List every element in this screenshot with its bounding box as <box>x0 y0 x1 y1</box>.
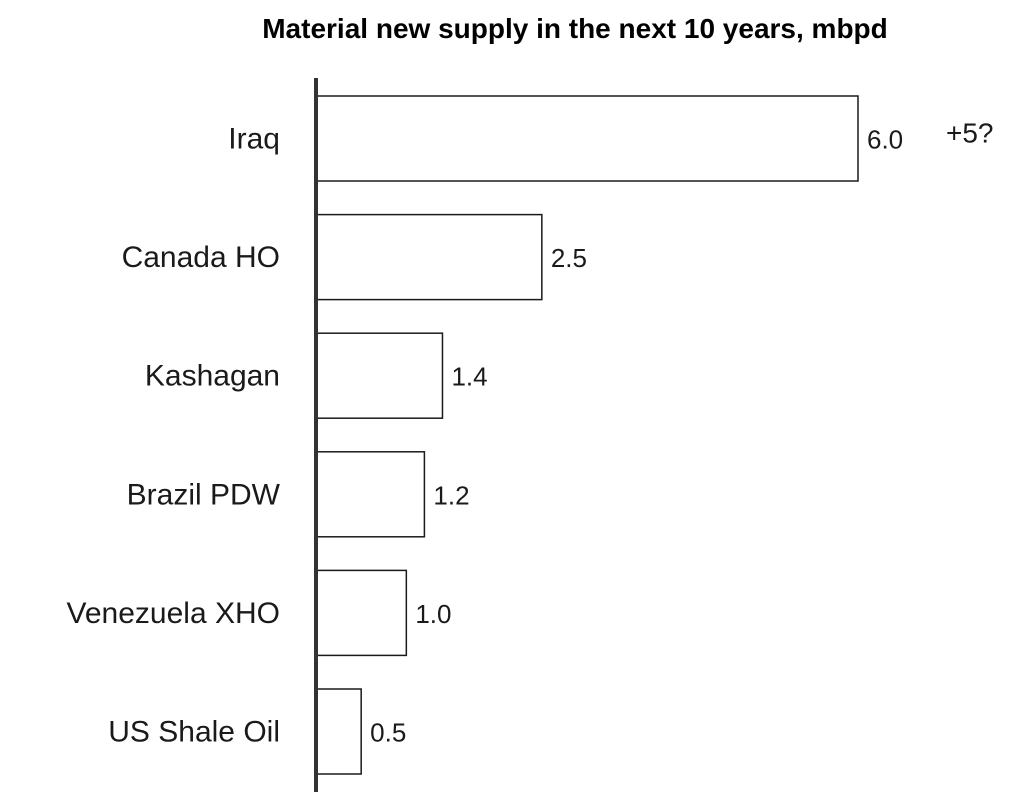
bars-layer: Iraq 6.0 +5? Canada HO 2.5 Kashagan 1.4 Brazil … <box>67 95 994 775</box>
annotation-label: +5? <box>946 118 994 149</box>
value-label: 1.2 <box>433 480 469 510</box>
category-label: Iraq <box>228 123 280 156</box>
value-label: 1.0 <box>415 599 451 629</box>
bar-us-shale-oil <box>315 688 362 775</box>
bar-kashagan <box>315 332 444 419</box>
bar-venezuela-xho <box>315 569 408 657</box>
bar-canada-ho <box>315 213 543 301</box>
category-label: Kashagan <box>145 360 280 393</box>
bar-iraq <box>315 95 859 182</box>
chart-title: Material new supply in the next 10 years… <box>262 13 888 44</box>
category-label: US Shale Oil <box>108 716 280 749</box>
value-label: 6.0 <box>867 125 903 155</box>
bar-brazil-pdw <box>315 451 426 538</box>
value-label: 2.5 <box>551 243 587 273</box>
category-label: Canada HO <box>122 241 280 274</box>
category-label: Brazil PDW <box>127 478 281 511</box>
value-label: 1.4 <box>451 362 487 392</box>
category-label: Venezuela XHO <box>67 597 280 630</box>
value-label: 0.5 <box>370 718 406 748</box>
